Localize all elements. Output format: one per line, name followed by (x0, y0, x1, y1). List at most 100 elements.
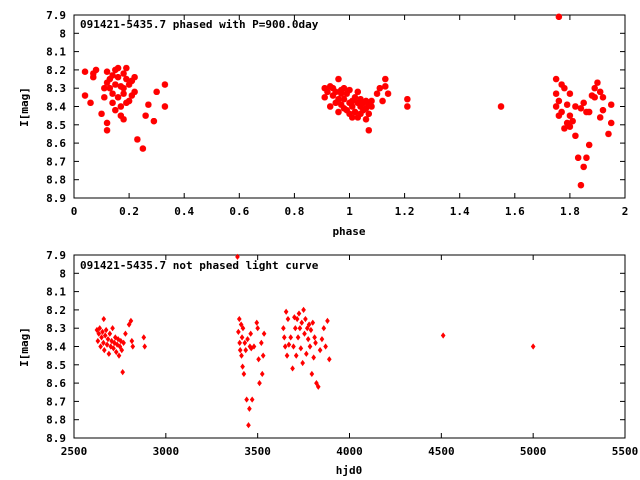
phased-y-tick-label: 8.7 (46, 155, 66, 168)
unphased-data-point (321, 325, 327, 332)
unphased-data-point (310, 319, 316, 326)
phased-data-point (572, 103, 579, 110)
phased-data-point (577, 105, 585, 112)
phased-data-point (368, 97, 375, 105)
phased-data-point (585, 108, 593, 116)
phased-data-point (161, 103, 169, 110)
unphased-data-point (284, 352, 290, 359)
phased-x-tick-label: 2 (622, 205, 629, 218)
unphased-data-point (101, 315, 107, 323)
phased-data-point (128, 77, 136, 85)
phased-data-point (373, 90, 381, 97)
phased-data-point (109, 99, 116, 107)
phased-data-point (321, 85, 328, 92)
phased-data-point (357, 110, 364, 118)
phased-data-point (343, 90, 350, 97)
phased-data-point (362, 116, 370, 123)
unphased-data-point (301, 306, 306, 313)
phased-data-point (563, 119, 571, 127)
unphased-data-point (115, 336, 121, 343)
unphased-data-point (113, 348, 119, 356)
unphased-data-point (314, 380, 319, 387)
unphased-data-point (313, 339, 318, 346)
unphased-data-point (107, 330, 113, 337)
phased-y-tick-label: 8.6 (46, 137, 66, 150)
unphased-data-point (283, 308, 289, 315)
phased-data-point (404, 103, 411, 110)
phased-x-axis-title: phase (332, 225, 365, 238)
phased-x-tick-label: 0.2 (119, 205, 139, 218)
unphased-data-point (97, 325, 103, 332)
unphased-y-tick-label: 8.8 (46, 414, 66, 427)
phased-data-point (552, 75, 560, 83)
phased-data-point (131, 74, 138, 81)
phased-data-point (555, 13, 563, 21)
phased-data-point (594, 79, 601, 86)
phased-y-tick-label: 8.1 (46, 46, 66, 59)
unphased-data-point (311, 354, 317, 361)
phased-data-point (103, 79, 111, 86)
phased-data-point (128, 92, 136, 99)
phased-data-point (566, 123, 574, 130)
phased-data-point (368, 103, 375, 110)
unphased-data-point (304, 350, 309, 357)
unphased-data-point (440, 332, 446, 339)
phased-data-point (599, 94, 607, 101)
unphased-data-point (293, 352, 299, 359)
unphased-data-point (244, 396, 249, 403)
phased-data-point (379, 97, 386, 105)
unphased-data-point (291, 343, 296, 350)
phased-data-point (583, 154, 590, 161)
unphased-plot-frame (73, 254, 626, 439)
unphased-data-point (243, 347, 249, 354)
unphased-data-point (119, 347, 125, 354)
unphased-y-tick-label: 8.5 (46, 359, 66, 372)
unphased-data-point (95, 337, 101, 345)
phased-data-point (354, 114, 361, 121)
phased-data-point (608, 101, 615, 108)
phased-data-point (117, 112, 125, 119)
phased-data-point (131, 88, 138, 96)
phased-y-tick-label: 8.3 (46, 82, 66, 95)
phased-y-tick-label: 8 (59, 27, 66, 40)
unphased-data-point (294, 315, 300, 323)
unphased-data-point (246, 422, 251, 429)
phased-data-point (81, 92, 89, 99)
phased-data-point (324, 88, 331, 96)
unphased-data-point (110, 325, 115, 332)
phased-data-point (161, 81, 169, 88)
unphased-x-tick-label: 3500 (244, 445, 271, 458)
unphased-data-point (285, 315, 291, 323)
phased-tick-group: 0 0.2 0.4 0.6 0.8 1 1.2 1.4 1.6 1.8 2 7.9 8 8.1 8.2 8.3… (46, 9, 628, 218)
unphased-data-point (240, 325, 246, 332)
unphased-data-point (317, 347, 323, 354)
unphased-data-point (306, 321, 312, 328)
phased-data-point (98, 110, 105, 118)
phased-data-point (597, 114, 604, 121)
phased-data-point (332, 88, 339, 96)
unphased-data-point (323, 343, 328, 350)
unphased-data-point (237, 347, 243, 354)
unphased-data-point (114, 341, 120, 348)
phased-data-point (362, 97, 370, 105)
phased-data-point (125, 81, 133, 88)
phased-data-point (335, 108, 342, 116)
unphased-data-point (245, 336, 250, 343)
phased-data-point (558, 108, 565, 116)
phased-data-point (112, 106, 119, 114)
phased-data-point (145, 101, 152, 108)
phased-data-point (103, 68, 111, 75)
phased-data-point (569, 117, 576, 125)
phased-data-point (552, 90, 560, 97)
phased-data-point (120, 70, 127, 77)
phased-data-point (365, 127, 372, 134)
unphased-data-point (281, 325, 286, 332)
unphased-data-point (296, 310, 302, 317)
phased-data-point (109, 90, 116, 97)
phased-x-tick-label: 1 (346, 205, 353, 218)
phased-data-point (351, 108, 359, 116)
unphased-data-point (259, 339, 264, 346)
unphased-data-point (295, 334, 301, 341)
phased-data-point (321, 94, 328, 101)
